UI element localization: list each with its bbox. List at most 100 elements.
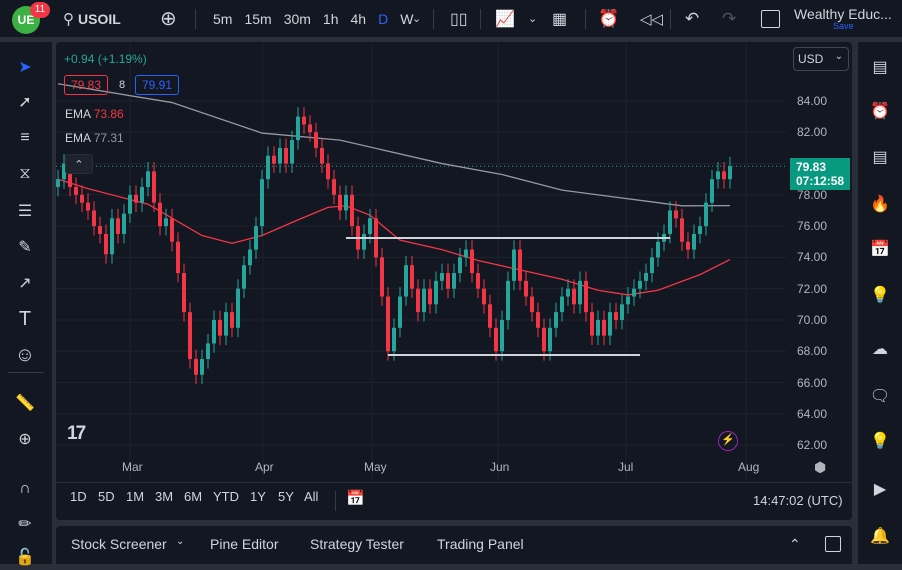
candle [62,163,66,180]
watchlist-icon[interactable]: ▤ [872,59,888,76]
interval-4h[interactable]: 4h [350,10,367,27]
candle [554,312,558,328]
ema-fast-legend[interactable]: EMA 73.86 [65,107,124,121]
pattern-icon[interactable]: ⧖ [19,165,31,182]
magnet-icon[interactable]: ∩ [19,480,31,497]
ema-slow-legend[interactable]: EMA 77.31 [65,131,124,145]
alarm-icon[interactable]: ⏰ [870,103,890,120]
replay-icon[interactable]: ◁◁ [640,10,664,28]
symbol-name: USOIL [78,10,121,27]
candle [140,187,144,203]
broadcast-icon[interactable]: ▶ [873,481,887,498]
collapse-legend-button[interactable]: ⌃ [65,154,93,174]
tradingview-logo[interactable]: 17 [67,423,86,444]
range-1M[interactable]: 1M [126,489,145,504]
tab-stock-screener[interactable]: Stock Screener [71,536,167,552]
tab-strategy-tester[interactable]: Strategy Tester [310,536,404,552]
interval-15m[interactable]: 15m [244,10,272,27]
ruler-icon[interactable]: 📏 [15,395,35,412]
candle [134,194,138,203]
fib-icon[interactable]: ☰ [17,203,33,220]
tab-trading-panel[interactable]: Trading Panel [437,536,524,552]
compare-add-icon[interactable]: ⊕ [160,8,177,30]
candle [362,233,366,250]
price-tick: 64.00 [797,406,828,421]
clock[interactable]: 14:47:02 (UTC) [753,493,843,508]
candle [296,116,300,141]
tab-pine-editor[interactable]: Pine Editor [210,536,279,552]
range-1D[interactable]: 1D [70,489,87,504]
top-toolbar: UE 11 ⚲ USOIL ⊕ 5m 15m 30m 1h 4h D W ⌄ ▯▯ 📈 ⌄ … [0,0,902,37]
range-1Y[interactable]: 1Y [250,489,266,504]
price-chart[interactable] [56,42,852,482]
chat-icon[interactable]: ☁ [872,341,888,358]
range-5D[interactable]: 5D [98,489,115,504]
interval-W[interactable]: W [400,10,414,27]
price-tick: 74.00 [797,250,828,265]
zoom-in-icon[interactable]: ⊕ [18,431,32,448]
chevron-down-icon[interactable]: ⌄ [412,13,422,25]
goto-date-icon[interactable]: 📅 [346,490,365,507]
candle [716,171,720,180]
hot-icon[interactable]: 🔥 [870,196,890,213]
streams-icon[interactable]: 💡 [870,433,890,450]
ema-fast-value: 73.86 [93,107,124,121]
layout-name[interactable]: Wealthy Educ... [794,6,892,22]
arrow-icon[interactable]: ↗ [18,275,32,292]
cursor-icon[interactable]: ➤ [18,59,32,76]
calendar-icon[interactable]: 📅 [870,241,890,258]
last-price-label: 79.83 07:12:58 [790,158,850,190]
interval-D[interactable]: D [378,10,389,27]
axis-settings-icon[interactable]: ⬢ [814,459,827,475]
chart-panel[interactable]: +0.94 (+1.19%) 79.83 8 79.91 EMA 73.86 E… [56,42,852,520]
symbol-search[interactable]: ⚲ USOIL [63,0,121,37]
save-button[interactable]: Save [833,21,854,31]
candle [488,304,492,328]
alarm-add-icon[interactable]: ⏰ [598,8,620,28]
emoji-icon[interactable]: ☺ [14,343,36,366]
layout-grid-icon[interactable]: ▦ [552,10,568,28]
candle [518,249,522,281]
chevron-up-icon[interactable]: ⌃ [789,536,801,552]
notifications-icon[interactable]: 🔔 [870,528,890,545]
brush-icon[interactable]: ✎ [18,239,32,256]
candle [584,280,588,313]
candle [680,218,684,242]
bid-button[interactable]: 79.83 [64,75,109,95]
candle [68,163,72,188]
range-5Y[interactable]: 5Y [278,489,294,504]
add-list-icon[interactable]: ▤ [872,149,888,166]
candle [392,327,396,352]
ideas-icon[interactable]: 💡 [870,287,890,304]
candles-icon[interactable]: ▯▯ [450,10,468,28]
fullscreen-icon[interactable] [761,10,780,28]
text-icon[interactable]: T [18,307,32,330]
interval-5m[interactable]: 5m [213,10,233,27]
candle [620,304,624,320]
candle [416,288,420,313]
range-YTD[interactable]: YTD [213,489,239,504]
range-All[interactable]: All [304,489,319,504]
messages-icon[interactable]: 🗨 [869,388,891,405]
undo-icon[interactable]: ↶ [685,8,700,28]
interval-30m[interactable]: 30m [283,10,311,27]
range-6M[interactable]: 6M [184,489,203,504]
lightning-icon[interactable]: ⚡ [718,431,738,451]
interval-1h[interactable]: 1h [322,10,339,27]
maximize-icon[interactable] [825,536,841,552]
indicators-icon[interactable]: 📈 [495,10,515,28]
ask-button[interactable]: 79.91 [135,75,180,95]
candle [218,319,222,336]
horizontal-lines-icon[interactable]: ≡ [20,129,30,146]
lock-icon[interactable]: 🔓 [15,549,35,566]
redo-icon[interactable]: ↷ [722,8,737,28]
currency-select[interactable]: USD ⌄ [793,47,849,71]
chevron-down-icon[interactable]: ⌄ [528,13,538,25]
trend-line-icon[interactable]: ➚ [18,94,32,111]
candle [326,163,330,180]
time-tick: Jul [618,460,634,474]
range-3M[interactable]: 3M [155,489,174,504]
lock-drawings-icon[interactable]: ✏ [18,516,32,533]
chevron-down-icon[interactable]: ⌄ [176,536,185,547]
candle [158,202,162,227]
